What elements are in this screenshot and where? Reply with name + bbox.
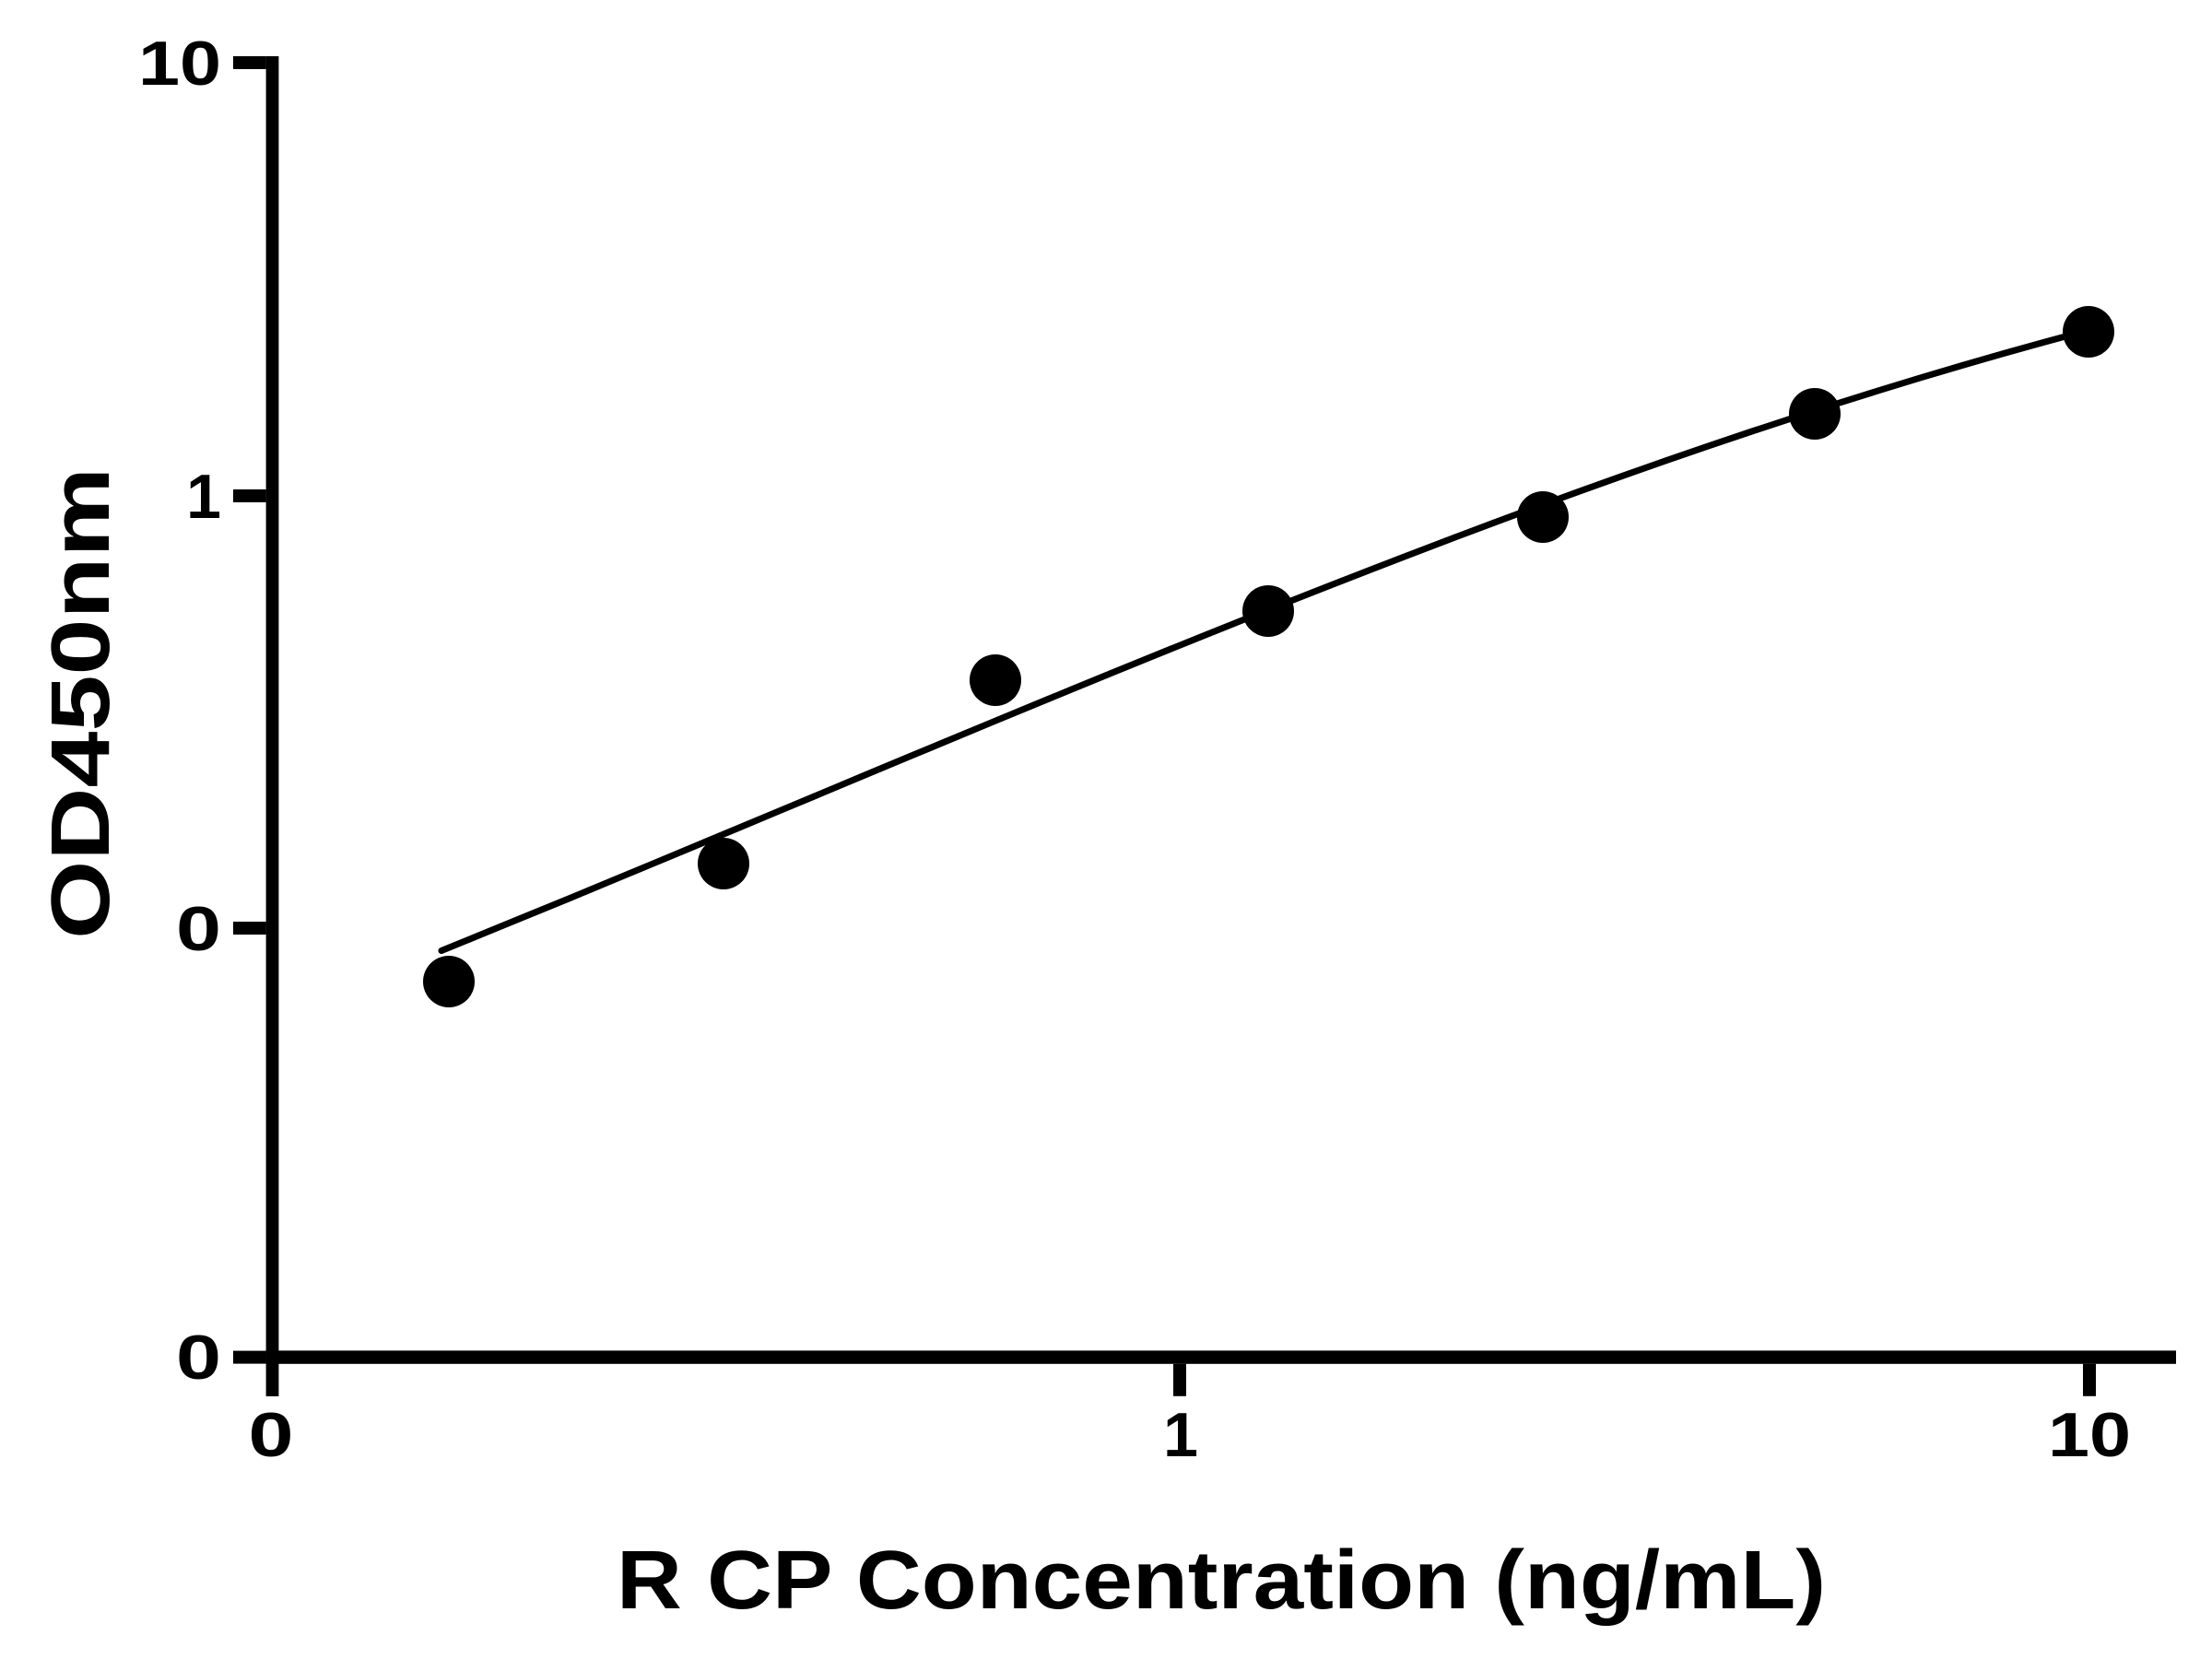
svg-text:1: 1 [186,462,221,532]
svg-text:10: 10 [138,29,221,99]
svg-text:0: 0 [176,894,221,964]
svg-text:0: 0 [176,1323,221,1393]
svg-text:OD450nm: OD450nm [35,467,127,939]
svg-text:1: 1 [1163,1400,1198,1470]
svg-text:10: 10 [2048,1400,2131,1470]
svg-text:R CP Concentration (ng/mL): R CP Concentration (ng/mL) [617,1535,1826,1627]
svg-text:0: 0 [249,1400,294,1470]
